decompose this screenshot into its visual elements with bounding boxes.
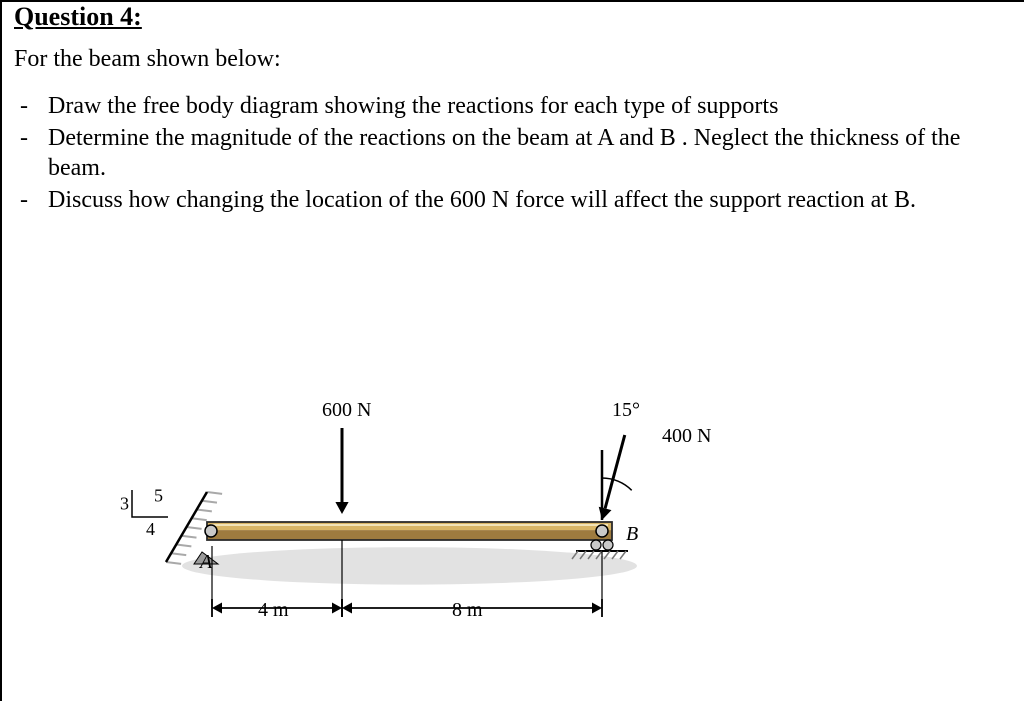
question-intro: For the beam shown below: bbox=[14, 46, 1006, 73]
svg-text:15°: 15° bbox=[612, 399, 640, 421]
svg-text:3: 3 bbox=[120, 494, 129, 514]
svg-text:B: B bbox=[626, 523, 638, 545]
list-item: Determine the magnitude of the reactions… bbox=[14, 123, 1006, 183]
beam-figure: 34 5 A B 600 N 15° 400 N 4 m 8 m bbox=[92, 372, 732, 652]
task-list: Draw the free body diagram showing the r… bbox=[14, 91, 1006, 215]
question-title: Question 4: bbox=[14, 2, 1006, 32]
svg-text:400 N: 400 N bbox=[662, 425, 711, 447]
svg-text:8 m: 8 m bbox=[452, 599, 483, 621]
list-item: Discuss how changing the location of the… bbox=[14, 185, 1006, 215]
svg-text:5: 5 bbox=[154, 486, 163, 506]
svg-text:4 m: 4 m bbox=[258, 599, 289, 621]
svg-text:A: A bbox=[198, 551, 213, 573]
svg-text:4: 4 bbox=[146, 519, 155, 539]
svg-text:600 N: 600 N bbox=[322, 399, 371, 421]
list-item: Draw the free body diagram showing the r… bbox=[14, 91, 1006, 121]
